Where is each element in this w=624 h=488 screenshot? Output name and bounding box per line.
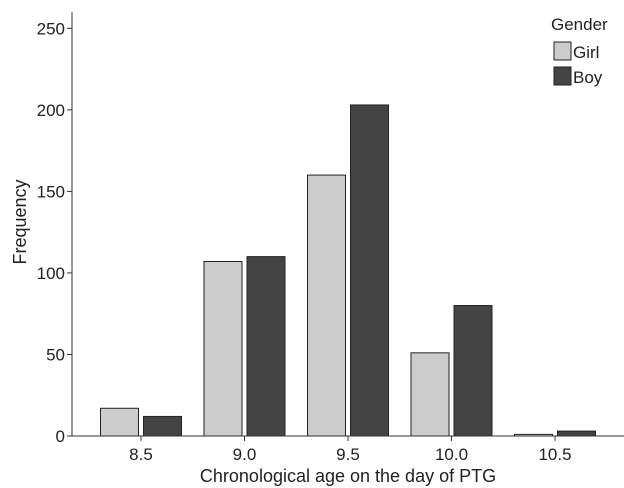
- bar-girl-8.5: [100, 407, 139, 437]
- bar-boy-9.0: [246, 256, 286, 437]
- bar-boy-10.0: [453, 305, 493, 437]
- y-axis: 0 50 100 150 200 250: [37, 12, 73, 446]
- x-tick-label: 9.0: [233, 445, 257, 464]
- y-tick-label: 250: [37, 19, 65, 38]
- y-axis-title: Frequency: [10, 179, 30, 264]
- bar-boy-10.5: [557, 430, 596, 437]
- x-tick-label: 10.0: [435, 445, 468, 464]
- legend-title: Gender: [551, 15, 608, 34]
- bar-boy-8.5: [143, 415, 182, 437]
- bar-girl-10.0: [410, 352, 450, 437]
- legend-label-boy: Boy: [573, 68, 603, 87]
- bar-girl-9.0: [203, 261, 243, 437]
- bar-girl-9.5: [307, 174, 346, 437]
- x-tick-label: 9.5: [336, 445, 360, 464]
- x-axis-title: Chronological age on the day of PTG: [200, 466, 496, 486]
- y-tick-label: 100: [37, 264, 65, 283]
- legend-swatch-girl: [553, 41, 572, 61]
- x-tick-label: 8.5: [129, 445, 153, 464]
- y-tick-label: 200: [37, 101, 65, 120]
- legend-swatch-boy: [553, 66, 572, 86]
- legend: Gender Girl Boy: [551, 15, 608, 87]
- y-tick-label: 50: [46, 345, 65, 364]
- y-tick-label: 150: [37, 182, 65, 201]
- y-tick-label: 0: [56, 427, 65, 446]
- legend-label-girl: Girl: [573, 43, 599, 62]
- x-axis: 8.5 9.0 9.5 10.0 10.5: [72, 435, 624, 464]
- bar-boy-9.5: [350, 104, 389, 437]
- plot-area: [100, 104, 596, 437]
- x-tick-label: 10.5: [538, 445, 571, 464]
